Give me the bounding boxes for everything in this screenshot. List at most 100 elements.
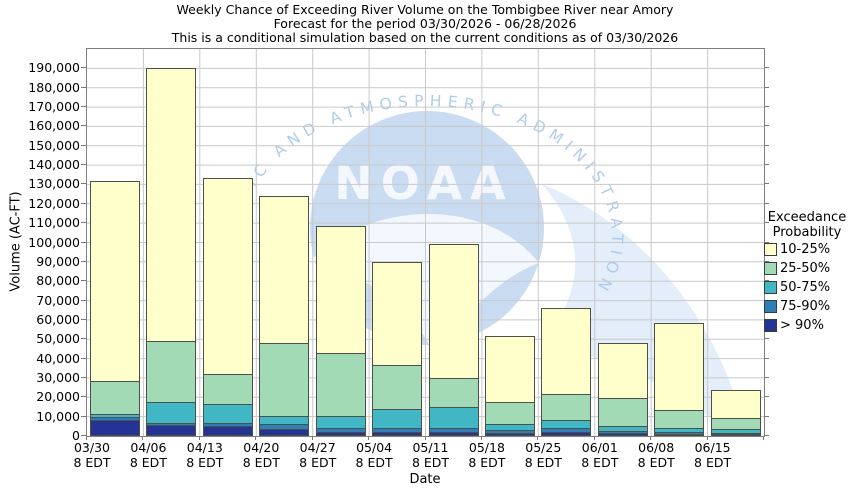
segment-90: [485, 433, 534, 435]
y-tick-mark: [81, 415, 86, 417]
y-tick-mark: [81, 125, 86, 127]
x-tick-label-06/15: 06/15 8 EDT: [694, 440, 732, 470]
stacked-bar-06/01: [597, 343, 648, 436]
y-tick-label: 10,000: [36, 408, 80, 424]
segment-25-50: [542, 394, 591, 420]
segment-10-25: [542, 309, 591, 395]
segment-75-90: [655, 432, 704, 434]
segment-50-75: [542, 419, 591, 429]
y-tick-label: 0: [72, 428, 80, 443]
segment-90: [316, 432, 365, 435]
y-tick-label: 180,000: [28, 79, 80, 95]
y-tick-mark: [81, 164, 86, 166]
x-tick-mark: [311, 436, 313, 440]
x-tick-mark: [650, 436, 652, 440]
segment-50-75: [147, 402, 196, 423]
y-tick-mark: [764, 164, 769, 166]
y-tick-mark: [764, 396, 769, 398]
stacked-bar-05/25: [541, 308, 592, 436]
y-tick-label: 120,000: [28, 195, 80, 211]
segment-90: [429, 432, 478, 435]
y-tick-label: 170,000: [28, 99, 80, 115]
segment-50-75: [598, 426, 647, 432]
segment-90: [203, 426, 252, 435]
segment-90: [655, 434, 704, 435]
segment-75-90: [429, 428, 478, 433]
legend-label: 10-25%: [780, 242, 831, 257]
y-tick-label: 160,000: [28, 118, 80, 134]
segment-50-75: [655, 428, 704, 433]
y-tick-mark: [81, 241, 86, 243]
y-tick-mark: [81, 376, 86, 378]
segment-50-75: [711, 429, 760, 433]
stacked-bar-06/15: [710, 389, 761, 436]
legend-swatch-icon: [764, 243, 777, 256]
segment-10-25: [91, 181, 139, 382]
x-tick-label-05/04: 05/04 8 EDT: [355, 440, 393, 470]
x-tick-label-05/25: 05/25 8 EDT: [524, 440, 562, 470]
y-tick-mark: [81, 86, 86, 88]
legend-label: 50-75%: [780, 280, 831, 295]
segment-50-75: [91, 413, 139, 417]
segment-10-25: [203, 178, 252, 374]
y-tick-label: 150,000: [28, 137, 80, 153]
gridlines: [87, 49, 764, 436]
y-tick-label: 20,000: [36, 389, 80, 405]
y-tick-label: 110,000: [28, 215, 80, 231]
segment-10-25: [598, 344, 647, 399]
x-tick-mark: [86, 436, 87, 440]
y-tick-mark: [764, 183, 769, 185]
y-tick-mark: [764, 106, 769, 108]
segment-50-75: [485, 423, 534, 431]
legend-swatch-icon: [764, 262, 777, 275]
y-tick-mark: [764, 202, 769, 204]
segment-25-50: [203, 373, 252, 405]
y-tick-mark: [81, 318, 86, 320]
y-tick-mark: [81, 299, 86, 301]
y-tick-mark: [764, 241, 769, 243]
segment-25-50: [485, 401, 534, 424]
legend-swatch-icon: [764, 281, 777, 294]
legend-item: 50-75%: [764, 278, 850, 297]
stacked-bar-06/08: [654, 322, 705, 436]
y-tick-mark: [81, 67, 86, 69]
y-tick-mark: [764, 260, 769, 262]
segment-25-50: [91, 381, 139, 414]
plot-area: NOAA OCEANIC AND ATMOSPHERIC ADMINISTRAT…: [86, 48, 765, 437]
segment-75-90: [147, 422, 196, 426]
x-tick-label-03/30: 03/30 8 EDT: [73, 440, 111, 470]
segment-25-50: [373, 365, 422, 410]
segment-75-90: [316, 428, 365, 433]
stacked-bar-05/04: [372, 261, 423, 436]
y-tick-mark: [81, 435, 86, 436]
y-tick-label: 140,000: [28, 157, 80, 173]
segment-25-50: [260, 342, 309, 416]
chart-subtitle-note: This is a conditional simulation based o…: [171, 30, 679, 45]
noaa-watermark-text: NOAA: [334, 156, 514, 210]
x-tick-label-04/13: 04/13 8 EDT: [186, 440, 224, 470]
y-tick-mark: [81, 280, 86, 282]
segment-75-90: [91, 416, 139, 420]
segment-10-25: [373, 262, 422, 366]
legend-item: 25-50%: [764, 259, 850, 278]
segment-90: [91, 419, 139, 435]
segment-90: [711, 434, 760, 435]
segment-10-25: [260, 197, 309, 343]
segment-10-25: [316, 227, 365, 353]
segment-90: [260, 429, 309, 435]
segment-25-50: [711, 418, 760, 430]
y-tick-label: 50,000: [36, 331, 80, 347]
y-tick-label: 130,000: [28, 176, 80, 192]
y-tick-mark: [81, 396, 86, 398]
stacked-bar-04/13: [202, 177, 253, 436]
segment-10-25: [429, 244, 478, 378]
y-tick-label: 60,000: [36, 311, 80, 327]
y-tick-mark: [81, 144, 86, 146]
segment-25-50: [429, 377, 478, 408]
legend-label: 75-90%: [780, 299, 831, 314]
legend-label: 25-50%: [780, 261, 831, 276]
segment-10-25: [711, 390, 760, 419]
y-tick-mark: [764, 376, 769, 378]
x-tick-mark: [142, 436, 144, 440]
